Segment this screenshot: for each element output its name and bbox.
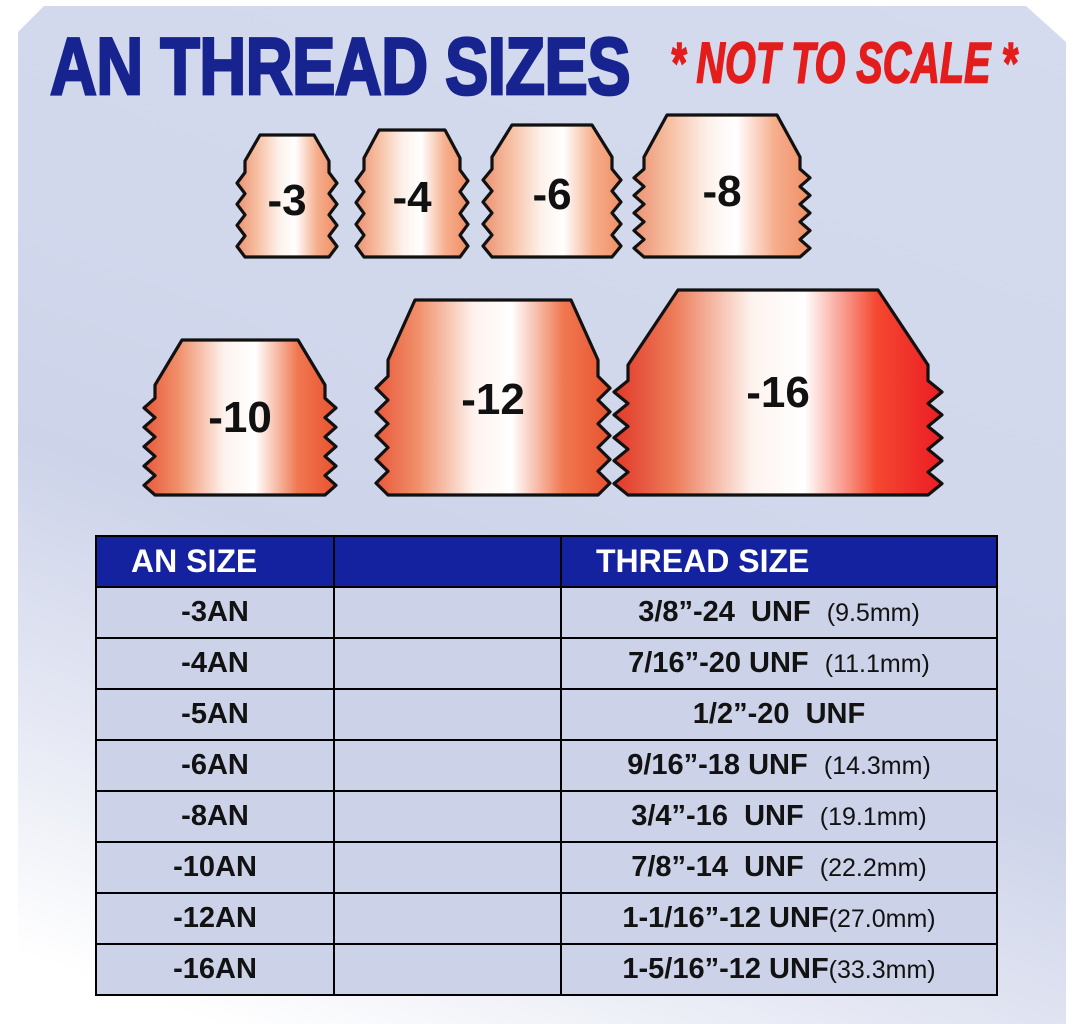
svg-text:-3: -3: [267, 176, 306, 225]
svg-text:-4: -4: [392, 173, 432, 222]
svg-text:-12: -12: [461, 375, 525, 424]
svg-text:-10: -10: [208, 393, 272, 442]
svg-text:-16: -16: [746, 368, 810, 417]
svg-text:-8: -8: [702, 167, 741, 216]
svg-text:-6: -6: [532, 170, 571, 219]
